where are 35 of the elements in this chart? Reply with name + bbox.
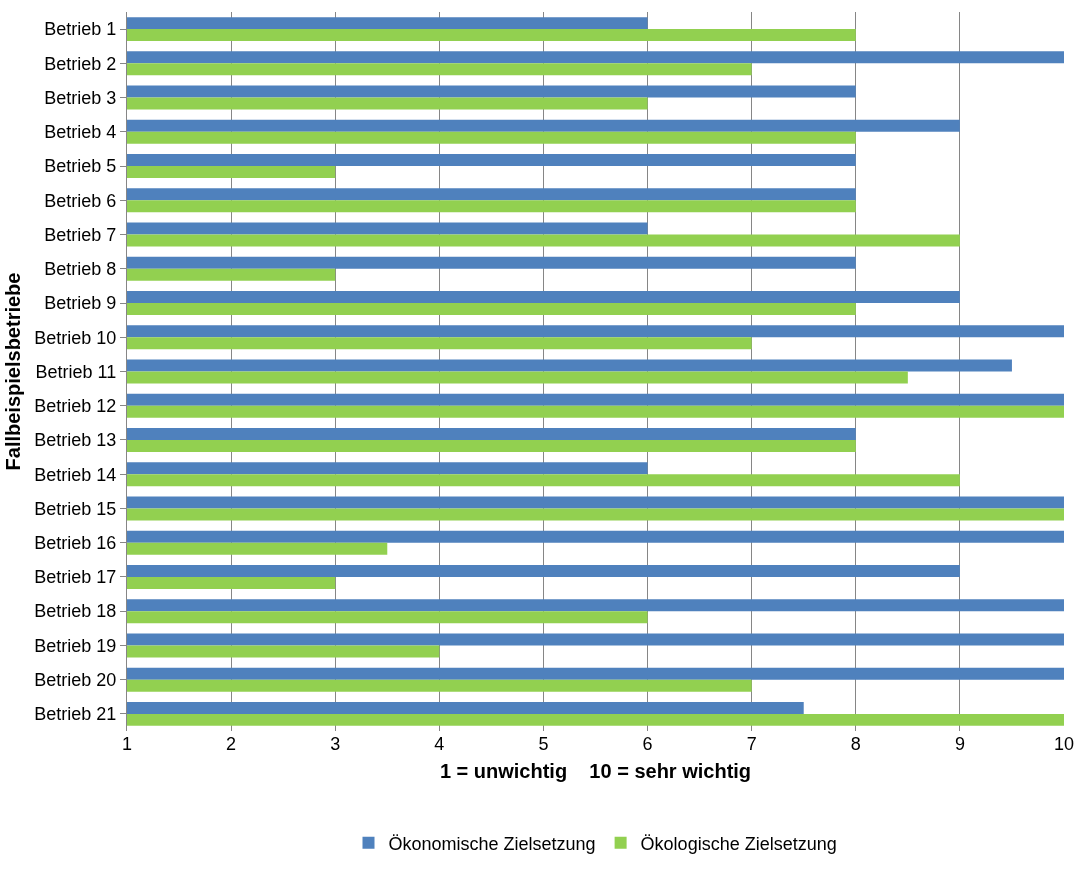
x-tick-label: 8 <box>850 734 861 754</box>
x-tick-label: 1 <box>121 734 133 754</box>
legend-label: Ökonomische Zielsetzung <box>388 833 596 854</box>
y-tick-label: Betrieb 20 <box>34 669 117 690</box>
y-tick-label: Betrieb 12 <box>34 396 117 417</box>
x-tick-label: 5 <box>538 734 549 754</box>
y-tick-label: Betrieb 17 <box>34 567 117 588</box>
y-axis-title: Fallbeispielsbetriebe <box>1 272 24 471</box>
y-tick-label: Betrieb 11 <box>35 361 117 382</box>
y-tick-label: Betrieb 2 <box>44 53 117 74</box>
y-tick-label: Betrieb 21 <box>34 704 117 725</box>
legend-label: Ökologische Zielsetzung <box>640 833 837 854</box>
y-tick-label: Betrieb 15 <box>34 498 117 519</box>
y-tick-label: Betrieb 18 <box>34 601 117 622</box>
y-tick-label: Betrieb 19 <box>34 635 117 656</box>
y-tick-label: Betrieb 13 <box>34 430 117 451</box>
x-tick-label: 3 <box>330 734 341 754</box>
x-tick-label: 10 <box>1053 734 1075 754</box>
y-tick-label: Betrieb 3 <box>44 87 117 108</box>
x-tick-label: 6 <box>642 734 653 754</box>
y-tick-label: Betrieb 7 <box>44 224 117 245</box>
x-tick-label: 4 <box>434 734 445 754</box>
y-tick-label: Betrieb 6 <box>44 190 117 211</box>
x-tick-label: 7 <box>746 734 757 754</box>
y-tick-label: Betrieb 10 <box>34 327 117 348</box>
x-tick-label: 2 <box>226 734 237 754</box>
y-tick-label: Betrieb 14 <box>34 464 117 485</box>
y-tick-label: Betrieb 8 <box>44 259 117 280</box>
x-tick-label: 9 <box>954 734 965 754</box>
y-tick-label: Betrieb 4 <box>44 122 117 143</box>
x-axis-title: 1 = unwichtig 10 = sehr wichtig <box>439 759 752 782</box>
y-tick-label: Betrieb 5 <box>44 156 117 177</box>
y-tick-label: Betrieb 1 <box>44 19 117 40</box>
y-tick-label: Betrieb 16 <box>34 532 117 553</box>
y-tick-label: Betrieb 9 <box>44 293 117 314</box>
